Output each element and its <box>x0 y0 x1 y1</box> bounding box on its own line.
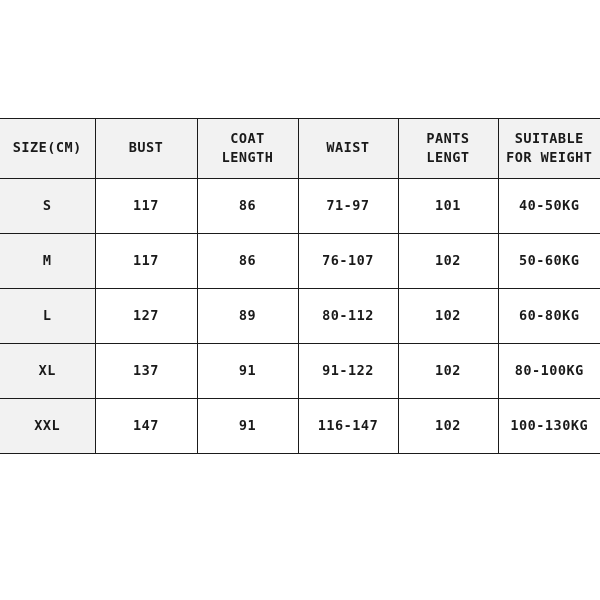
table-row: XL 137 91 91-122 102 80-100KG <box>0 343 600 399</box>
cell-bust: 117 <box>94 233 198 289</box>
cell-suitable-for-weight: 40-50KG <box>497 178 600 234</box>
size-chart-container: SIZE(CM) BUST COAT LENGTH WAIST PANTS LE… <box>0 118 600 454</box>
cell-pants-length: 102 <box>397 233 499 289</box>
cell-waist: 80-112 <box>297 288 399 344</box>
cell-coat-length: 91 <box>196 343 299 399</box>
table-row: S 117 86 71-97 101 40-50KG <box>0 178 600 234</box>
cell-size: L <box>0 288 96 344</box>
column-header-pants-length: PANTS LENGT <box>397 118 499 179</box>
cell-size: S <box>0 178 96 234</box>
cell-bust: 147 <box>94 398 198 454</box>
column-header-size: SIZE(CM) <box>0 118 96 179</box>
cell-pants-length: 101 <box>397 178 499 234</box>
cell-pants-length: 102 <box>397 288 499 344</box>
cell-bust: 117 <box>94 178 198 234</box>
cell-waist: 76-107 <box>297 233 399 289</box>
cell-suitable-for-weight: 50-60KG <box>497 233 600 289</box>
cell-waist: 71-97 <box>297 178 399 234</box>
cell-bust: 127 <box>94 288 198 344</box>
cell-waist: 116-147 <box>297 398 399 454</box>
cell-coat-length: 89 <box>196 288 299 344</box>
column-header-bust: BUST <box>94 118 198 179</box>
size-chart-body: S 117 86 71-97 101 40-50KG M 117 86 76-1… <box>0 178 600 454</box>
table-row: M 117 86 76-107 102 50-60KG <box>0 233 600 289</box>
cell-suitable-for-weight: 60-80KG <box>497 288 600 344</box>
cell-coat-length: 91 <box>196 398 299 454</box>
size-chart-table: SIZE(CM) BUST COAT LENGTH WAIST PANTS LE… <box>0 118 600 454</box>
cell-size: M <box>0 233 96 289</box>
cell-suitable-for-weight: 100-130KG <box>497 398 600 454</box>
cell-pants-length: 102 <box>397 398 499 454</box>
column-header-waist: WAIST <box>297 118 399 179</box>
table-row: XXL 147 91 116-147 102 100-130KG <box>0 398 600 454</box>
column-header-coat-length: COAT LENGTH <box>196 118 299 179</box>
cell-coat-length: 86 <box>196 233 299 289</box>
cell-bust: 137 <box>94 343 198 399</box>
cell-suitable-for-weight: 80-100KG <box>497 343 600 399</box>
cell-pants-length: 102 <box>397 343 499 399</box>
size-chart-header: SIZE(CM) BUST COAT LENGTH WAIST PANTS LE… <box>0 118 600 179</box>
cell-coat-length: 86 <box>196 178 299 234</box>
header-row: SIZE(CM) BUST COAT LENGTH WAIST PANTS LE… <box>0 118 600 179</box>
table-row: L 127 89 80-112 102 60-80KG <box>0 288 600 344</box>
cell-waist: 91-122 <box>297 343 399 399</box>
cell-size: XXL <box>0 398 96 454</box>
cell-size: XL <box>0 343 96 399</box>
column-header-suitable-for-weight: SUITABLE FOR WEIGHT <box>497 118 600 179</box>
